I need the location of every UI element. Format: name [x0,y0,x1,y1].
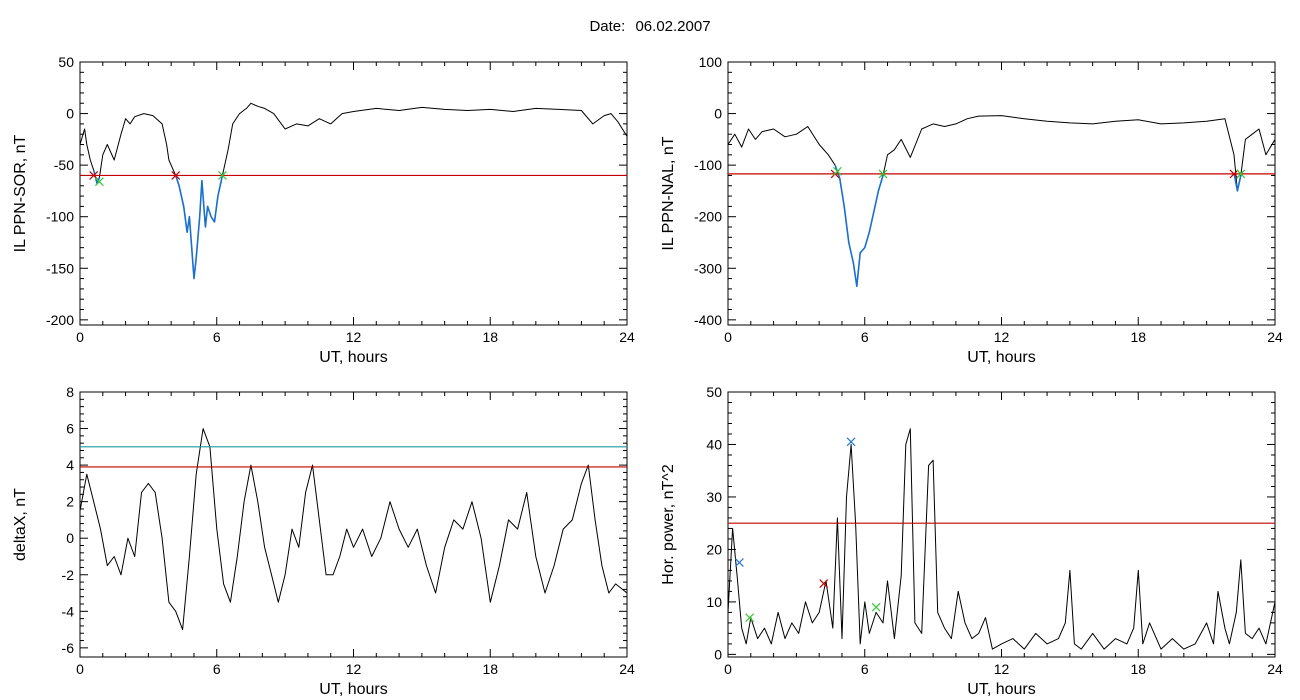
x-tick-label: 6 [861,661,869,677]
x-tick-label: 0 [76,661,84,677]
x-tick-label: 24 [1267,329,1283,345]
marker-red [1229,169,1239,179]
y-tick-label: -100 [46,209,74,225]
plot-area [728,115,1275,288]
x-axis-label: UT, hours [319,349,387,366]
x-tick-label: 24 [619,329,635,345]
x-axis-label: UT, hours [967,681,1035,698]
plot-frame [727,61,1276,326]
y-tick-label: -4 [62,603,75,619]
x-tick-label: 12 [346,329,362,345]
x-tick-label: 0 [724,661,732,677]
y-tick-label: -400 [694,312,722,328]
marker-green [832,166,842,176]
marker-blue [734,558,744,567]
marker-blue [846,437,856,447]
x-tick-label: 24 [619,661,635,677]
x-tick-label: 0 [724,329,732,345]
series-segment-line [1233,172,1242,192]
marker-green [94,177,104,187]
y-tick-label: -6 [62,640,75,656]
y-tick-label: 0 [714,106,722,122]
marker-red [171,171,181,180]
series-segment-line [834,164,884,288]
marker-green [878,169,888,179]
y-tick-label: 0 [66,530,74,546]
x-tick-label: 12 [346,661,362,677]
series-segment-line [174,175,224,280]
marker-green [871,602,881,612]
y-tick-label: -2 [62,567,75,583]
y-tick-label: -100 [694,157,722,173]
panel-deltax: 0 6 12 18 24 8 6 4 2 0 -2 -4 -6 UT, hours deltaX, nT [12,384,635,698]
y-tick-label: 2 [66,494,74,510]
marker-green [1236,169,1246,179]
panel-nal: 0 6 12 18 24 100 0 -100 -200 -300 -400 UT, hours IL … [660,54,1283,366]
series-line [728,428,1275,650]
panel-sor: 0 6 12 18 24 50 0 -50 -100 -150 -200 UT, hours IL PP… [12,54,635,366]
y-tick-label: 0 [714,646,722,662]
y-tick-label: -150 [46,260,74,276]
y-tick-label: 8 [66,384,74,400]
x-tick-label: 18 [482,661,498,677]
marker-green [218,171,227,180]
panel-power: 0 6 12 18 24 50 40 30 20 10 0 UT, hours Hor. power, … [660,384,1283,698]
y-tick-label: 20 [706,541,722,557]
plot-area [728,428,1275,650]
plot-area [80,102,627,280]
y-tick-label: 50 [706,384,722,400]
y-tick-label: -200 [46,312,74,328]
x-tick-label: 0 [76,329,84,345]
marker-red [819,579,829,588]
x-tick-label: 6 [213,661,221,677]
x-tick-label: 12 [994,661,1010,677]
series-line [80,102,627,280]
x-tick-label: 18 [1130,329,1146,345]
y-tick-label: 50 [58,54,74,70]
y-tick-label: 30 [706,489,722,505]
y-tick-label: 10 [706,594,722,610]
y-tick-label: 40 [706,436,722,452]
y-tick-label: 4 [66,457,74,473]
plot-frame [79,391,628,658]
y-axis-label: IL PPN-SOR, nT [12,134,29,252]
series-line [728,115,1275,287]
plot-area [80,428,627,631]
y-tick-label: -200 [694,209,722,225]
x-tick-label: 18 [1130,661,1146,677]
x-tick-label: 6 [213,329,221,345]
x-axis-label: UT, hours [967,349,1035,366]
plot-frame [79,61,628,326]
x-tick-label: 24 [1267,661,1283,677]
y-tick-label: 6 [66,421,74,437]
y-tick-label: 100 [699,54,723,70]
y-tick-label: -300 [694,260,722,276]
date-value: 06.02.2007 [635,18,711,35]
figure-title: Date: 06.02.2007 [0,18,1300,35]
x-tick-label: 6 [861,329,869,345]
y-axis-label: Hor. power, nT^2 [660,464,677,585]
x-tick-label: 18 [482,329,498,345]
y-axis-label: deltaX, nT [12,488,29,561]
y-tick-label: -50 [54,157,74,173]
y-tick-label: 0 [66,106,74,122]
x-tick-label: 12 [994,329,1010,345]
x-axis-label: UT, hours [319,681,387,698]
date-label: Date: [589,18,626,35]
y-axis-label: IL PPN-NAL, nT [660,136,677,250]
marker-green [745,613,755,623]
series-line [80,428,627,631]
